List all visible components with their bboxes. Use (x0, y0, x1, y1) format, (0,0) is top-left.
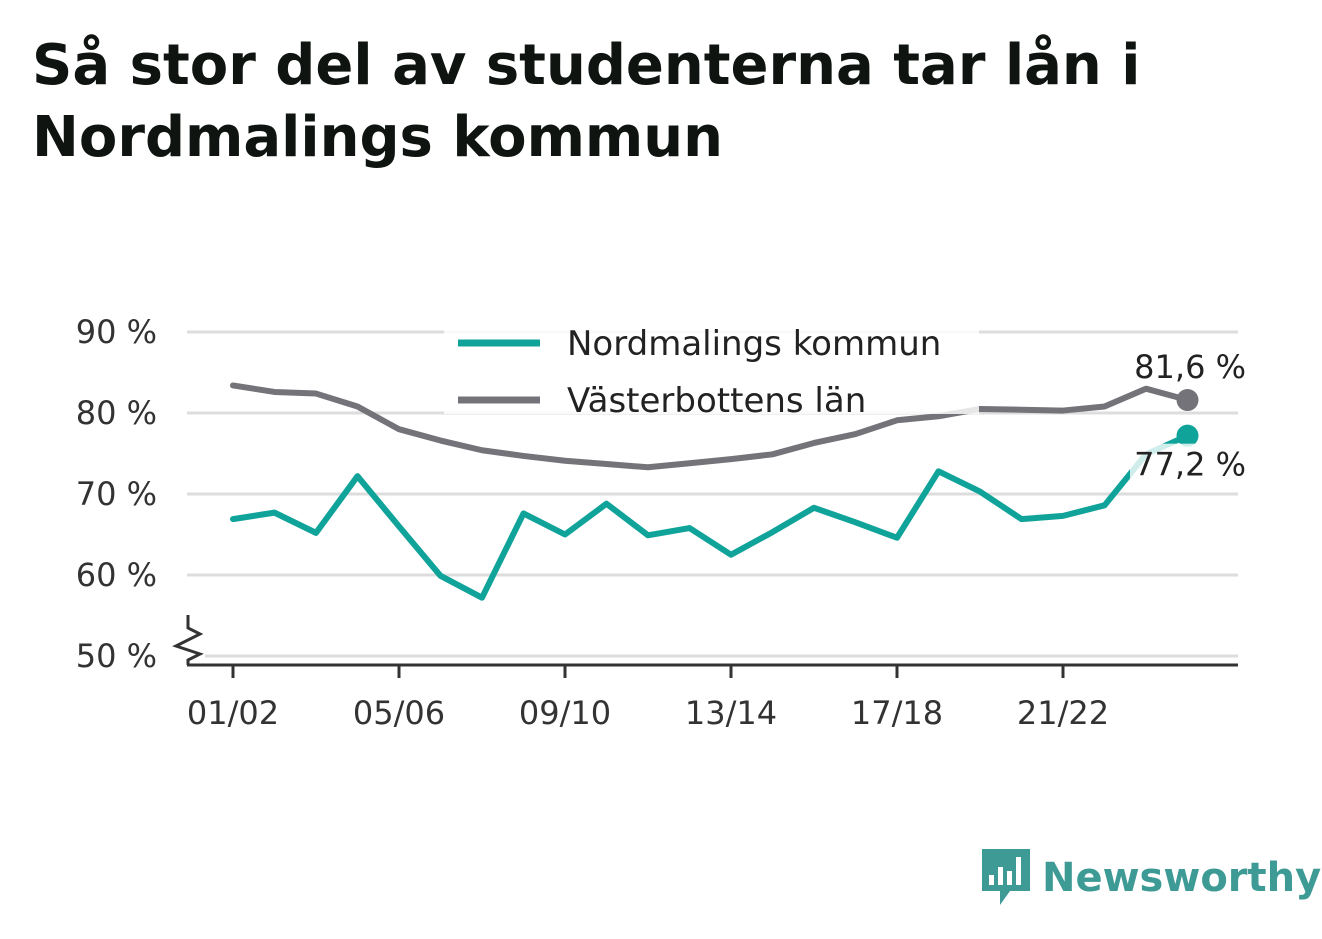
x-axis-labels: 01/02 05/06 09/10 13/14 17/18 21/22 (187, 694, 1109, 732)
x-tick-label: 09/10 (519, 694, 611, 732)
x-tick-label: 21/22 (1017, 694, 1109, 732)
series-end-point (1176, 389, 1199, 412)
end-label-background (1130, 443, 1248, 484)
end-value-labels: 81,6 % 77,2 % (1130, 348, 1248, 484)
y-tick-label: 60 % (76, 556, 157, 594)
series-lines (230, 382, 1199, 601)
brand-name: Newsworthy (1042, 855, 1322, 901)
chart-title: Så stor del av studenterna tar lån i Nor… (32, 33, 1141, 170)
axis-break-icon (172, 615, 204, 665)
y-tick-label: 70 % (76, 475, 157, 513)
x-axis (172, 615, 1238, 678)
y-tick-label: 90 % (76, 313, 157, 351)
x-tick-label: 05/06 (353, 694, 445, 732)
y-tick-label: 80 % (76, 394, 157, 432)
series-line (230, 432, 1191, 601)
legend: Nordmalings kommun Västerbottens län (444, 322, 979, 421)
x-tick-label: 13/14 (685, 694, 777, 732)
x-tick-label: 17/18 (851, 694, 943, 732)
legend-label: Västerbottens län (567, 381, 866, 421)
x-tick-label: 01/02 (187, 694, 279, 732)
series-line (230, 382, 1191, 471)
end-value-label: 77,2 % (1134, 446, 1246, 484)
newsworthy-logo: Newsworthy (980, 848, 1321, 908)
series-end-point (1176, 424, 1199, 447)
legend-label: Nordmalings kommun (567, 324, 941, 364)
end-value-label: 81,6 % (1134, 348, 1246, 386)
bar-chart-logo-icon (982, 849, 1030, 905)
y-axis-labels: 50 % 60 % 70 % 80 % 90 % (76, 313, 157, 675)
y-tick-label: 50 % (76, 637, 157, 675)
